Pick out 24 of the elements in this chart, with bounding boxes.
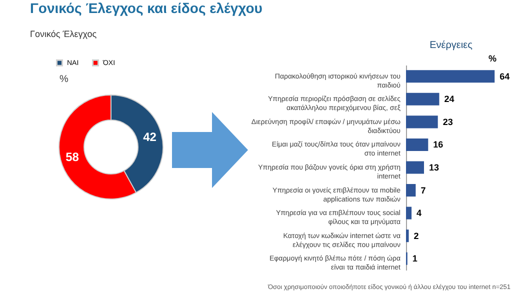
- data-label: 2: [414, 230, 419, 241]
- chart-title: Γονικός Έλεγχος και είδος ελέγχου: [30, 0, 262, 16]
- bar: [406, 70, 495, 83]
- data-label: 13: [429, 162, 440, 172]
- text: %: [60, 74, 69, 85]
- bar: [406, 138, 428, 151]
- bar: [406, 206, 412, 220]
- data-label: 24: [444, 94, 454, 104]
- bar: [406, 230, 409, 242]
- bar: [406, 116, 438, 128]
- bar: [406, 161, 424, 174]
- bar: [406, 184, 416, 197]
- data-label: 58: [66, 150, 80, 164]
- data-label: 7: [420, 185, 426, 196]
- data-label: 1: [412, 254, 418, 264]
- chart-subtitle: Γονικός Έλεγχος: [30, 29, 98, 39]
- bar: [406, 92, 440, 106]
- data-label: 42: [143, 130, 157, 144]
- x-axis-title: %: [488, 54, 496, 64]
- data-label: 4: [416, 208, 422, 218]
- data-label: 23: [442, 116, 453, 127]
- data-label: 64: [500, 71, 510, 82]
- data-label: 16: [433, 140, 444, 150]
- chart-title: Ενέργειες: [430, 40, 473, 51]
